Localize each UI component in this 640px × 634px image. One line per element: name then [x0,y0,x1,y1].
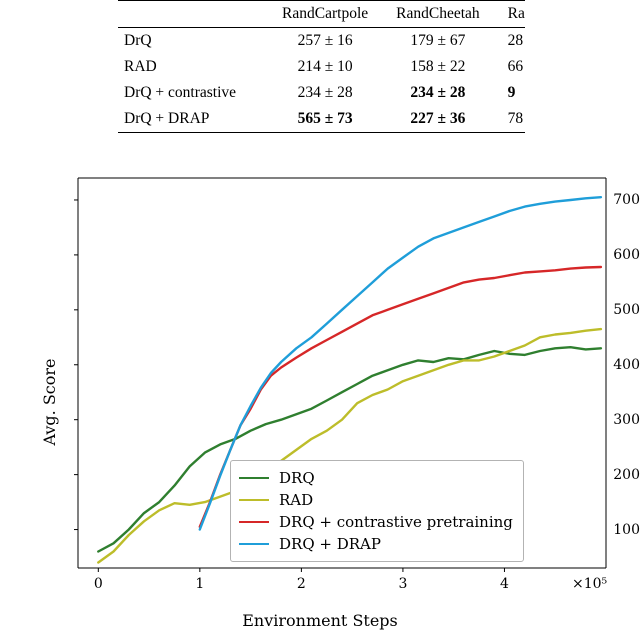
legend-swatch [239,521,269,524]
y-tick-label: 500 [572,302,640,318]
legend-item: RAD [239,489,513,511]
y-tick-label: 400 [572,357,640,373]
legend-label: DRQ + DRAP [279,535,381,553]
y-tick-label: 600 [572,247,640,263]
col-cut: Ra [494,1,525,28]
legend-label: RAD [279,491,313,509]
table-row: DrQ 257 ± 16 179 ± 67 28 [118,28,525,55]
table-header-row: RandCartpole RandCheetah Ra [118,1,525,28]
cell: 158 ± 22 [382,54,494,80]
y-axis-label: Avg. Score [40,358,59,445]
page: RandCartpole RandCheetah Ra DrQ 257 ± 16… [0,0,640,634]
col-randcheetah: RandCheetah [382,1,494,28]
col-blank [118,1,268,28]
y-tick-label: 100 [572,522,640,538]
cell: 234 ± 28 [268,80,382,106]
table-row: RAD 214 ± 10 158 ± 22 66 [118,54,525,80]
cell-cut: 9 [494,80,525,106]
cell: 214 ± 10 [268,54,382,80]
y-tick-label: 700 [572,192,640,208]
x-tick-label: 1 [195,576,204,592]
cell-cut: 28 [494,28,525,55]
legend-label: DRQ [279,469,315,487]
cell-cut: 78 [494,106,525,133]
legend-item: DRQ [239,467,513,489]
col-randcartpole: RandCartpole [268,1,382,28]
cell: 565 ± 73 [268,106,382,133]
row-name: DrQ + DRAP [118,106,268,133]
x-axis-multiplier: ×10⁵ [572,576,607,592]
cell: 227 ± 36 [382,106,494,133]
y-tick-label: 300 [572,412,640,428]
y-tick-label: 200 [572,467,640,483]
row-name: DrQ [118,28,268,55]
x-tick-label: 4 [500,576,509,592]
table-row: DrQ + DRAP 565 ± 73 227 ± 36 78 [118,106,525,133]
cell: 234 ± 28 [382,80,494,106]
training-curve-chart: Avg. Score Environment Steps 10020030040… [0,170,640,634]
row-name: DrQ + contrastive [118,80,268,106]
legend-swatch [239,543,269,546]
results-table: RandCartpole RandCheetah Ra DrQ 257 ± 16… [118,0,525,133]
legend: DRQ RAD DRQ + contrastive pretraining DRQ +… [230,460,524,562]
x-tick-label: 3 [398,576,407,592]
legend-swatch [239,499,269,502]
legend-item: DRQ + contrastive pretraining [239,511,513,533]
cell: 257 ± 16 [268,28,382,55]
legend-swatch [239,477,269,480]
cell: 179 ± 67 [382,28,494,55]
cell-cut: 66 [494,54,525,80]
x-tick-label: 0 [94,576,103,592]
x-axis-label: Environment Steps [0,611,640,630]
legend-item: DRQ + DRAP [239,533,513,555]
table-row: DrQ + contrastive 234 ± 28 234 ± 28 9 [118,80,525,106]
legend-label: DRQ + contrastive pretraining [279,513,513,531]
x-tick-label: 2 [297,576,306,592]
row-name: RAD [118,54,268,80]
